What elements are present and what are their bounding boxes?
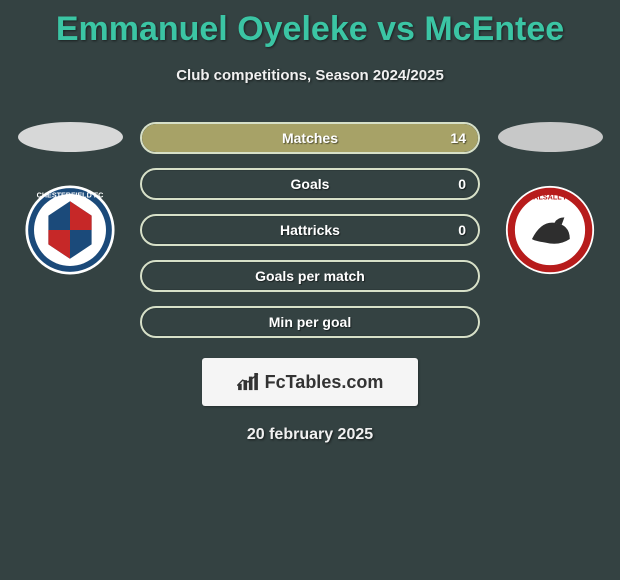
stat-value-right: 14 [428,130,478,146]
stat-row: Hattricks0 [140,214,480,246]
subtitle: Club competitions, Season 2024/2025 [0,67,620,84]
stat-label: Goals per match [192,268,428,284]
player-left-avatar [18,122,123,152]
stat-label: Hattricks [192,222,428,238]
stat-value-right: 0 [428,222,478,238]
stat-label: Matches [192,130,428,146]
watermark: FcTables.com [202,358,418,406]
player-left-column: CHESTERFIELD FC [10,122,130,272]
walsall-badge-icon: WALSALL FC [505,185,595,275]
stat-rows: Matches14Goals0Hattricks0Goals per match… [140,122,480,338]
svg-text:WALSALL FC: WALSALL FC [527,192,573,201]
stat-label: Goals [192,176,428,192]
chesterfield-badge-icon: CHESTERFIELD FC [25,185,115,275]
svg-text:CHESTERFIELD FC: CHESTERFIELD FC [37,191,104,200]
watermark-text: FcTables.com [265,372,384,393]
stats-area: CHESTERFIELD FC Matches14Goals0Hattricks… [0,122,620,338]
stat-value-right: 0 [428,176,478,192]
stat-row: Min per goal [140,306,480,338]
stat-row: Goals0 [140,168,480,200]
club-badge-left: CHESTERFIELD FC [20,188,120,272]
stat-row: Matches14 [140,122,480,154]
stat-row: Goals per match [140,260,480,292]
page-title: Emmanuel Oyeleke vs McEntee [0,0,620,49]
date: 20 february 2025 [0,426,620,444]
stat-label: Min per goal [192,314,428,330]
bars-icon [237,373,259,391]
player-right-avatar [498,122,603,152]
club-badge-right: WALSALL FC [500,188,600,272]
player-right-column: WALSALL FC [490,122,610,272]
